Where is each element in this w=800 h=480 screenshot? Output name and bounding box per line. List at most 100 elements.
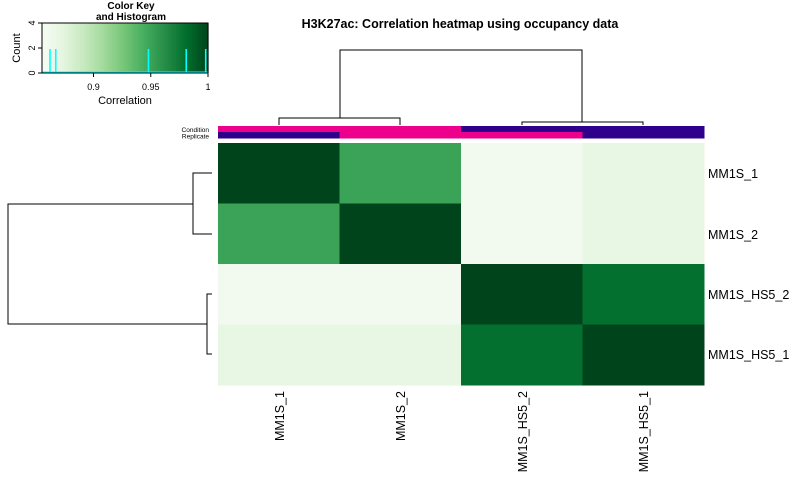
color-key-gradient-step bbox=[46, 23, 49, 73]
color-key-gradient-step bbox=[96, 23, 99, 73]
color-key-gradient-step bbox=[90, 23, 93, 73]
heatmap-cell bbox=[582, 324, 705, 386]
color-key-gradient-step bbox=[194, 23, 197, 73]
row-label: MM1S_1 bbox=[708, 167, 758, 181]
color-key-gradient-step bbox=[108, 23, 111, 73]
color-key-gradient-step bbox=[166, 23, 169, 73]
color-key-gradient-step bbox=[156, 23, 159, 73]
annotation-bars bbox=[218, 126, 705, 139]
color-key-gradient-step bbox=[196, 23, 199, 73]
color-key-gradient-step bbox=[202, 23, 205, 73]
color-key-gradient-step bbox=[198, 23, 201, 73]
color-key-gradient-step bbox=[170, 23, 173, 73]
color-key-gradient-step bbox=[180, 23, 183, 73]
heatmap-cell bbox=[339, 143, 462, 204]
color-key-gradient-step bbox=[66, 23, 69, 73]
color-key-gradient-step bbox=[42, 23, 45, 73]
color-key-gradient-step bbox=[162, 23, 165, 73]
color-key-gradient-step bbox=[186, 23, 189, 73]
color-key-gradient-step bbox=[122, 23, 125, 73]
row-label: MM1S_HS5_2 bbox=[708, 288, 789, 302]
color-key-gradient-step bbox=[164, 23, 167, 73]
color-key-y-tick-label: 2 bbox=[27, 45, 37, 50]
color-key-gradient-step bbox=[200, 23, 203, 73]
color-key-gradient-step bbox=[132, 23, 135, 73]
color-key-gradient-step bbox=[188, 23, 191, 73]
color-key-gradient-step bbox=[62, 23, 65, 73]
color-key-gradient-step bbox=[146, 23, 149, 73]
chart-title: H3K27ac: Correlation heatmap using occup… bbox=[302, 17, 620, 31]
heatmap-cell bbox=[461, 143, 583, 204]
color-key-gradient-step bbox=[130, 23, 133, 73]
column-label: MM1S_HS5_2 bbox=[516, 391, 530, 472]
color-key-gradient-step bbox=[58, 23, 61, 73]
color-key-gradient-step bbox=[126, 23, 129, 73]
color-key-gradient-step bbox=[80, 23, 83, 73]
condition-annotation-cell bbox=[461, 126, 583, 133]
column-labels: MM1S_1 MM1S_2 MM1S_HS5_2 MM1S_HS5_1 bbox=[273, 391, 651, 472]
color-key-gradient-step bbox=[70, 23, 73, 73]
color-key-axes: 0.9 0.95 1 0 2 4 bbox=[27, 20, 211, 92]
color-key-gradient-step bbox=[190, 23, 193, 73]
color-key-gradient-step bbox=[140, 23, 143, 73]
color-key-gradient-step bbox=[178, 23, 181, 73]
replicate-annotation-cell bbox=[582, 132, 705, 139]
color-key-gradient-step bbox=[116, 23, 119, 73]
color-key-gradient-step bbox=[176, 23, 179, 73]
color-key-histogram bbox=[42, 49, 208, 73]
color-key-gradient-step bbox=[86, 23, 89, 73]
replicate-annotation-cell bbox=[461, 132, 583, 139]
color-key-gradient-step bbox=[114, 23, 117, 73]
color-key-gradient-step bbox=[192, 23, 195, 73]
color-key-xlabel: Correlation bbox=[98, 95, 152, 107]
color-key-gradient-step bbox=[84, 23, 87, 73]
color-key-gradient-step bbox=[204, 23, 207, 73]
color-key-x-tick-label: 1 bbox=[205, 82, 210, 92]
color-key-gradient-step bbox=[56, 23, 59, 73]
color-key-ylabel: Count bbox=[11, 33, 23, 62]
color-key-gradient-step bbox=[144, 23, 147, 73]
color-key-gradient-step bbox=[52, 23, 55, 73]
replicate-annotation-cell bbox=[218, 132, 340, 139]
color-key-gradient-step bbox=[142, 23, 145, 73]
color-key-gradient-step bbox=[124, 23, 127, 73]
heatmap-cell bbox=[582, 264, 705, 325]
color-key-gradient-step bbox=[168, 23, 171, 73]
column-label: MM1S_1 bbox=[273, 391, 287, 441]
row-label: MM1S_HS5_1 bbox=[708, 348, 789, 362]
heatmap-cell bbox=[218, 264, 340, 325]
column-label: MM1S_2 bbox=[394, 391, 408, 441]
heatmap-cell bbox=[582, 143, 705, 204]
color-key-gradient-step bbox=[92, 23, 95, 73]
color-key-gradient-step bbox=[154, 23, 157, 73]
heatmap-cell bbox=[461, 264, 583, 325]
color-key-gradient-step bbox=[136, 23, 139, 73]
color-key-gradient-step bbox=[150, 23, 153, 73]
color-key-gradient-step bbox=[174, 23, 177, 73]
color-key-gradient-step bbox=[160, 23, 163, 73]
heatmap-cell bbox=[218, 324, 340, 386]
color-key-gradient-step bbox=[182, 23, 185, 73]
heatmap-cell bbox=[218, 143, 340, 204]
color-key-gradient-step bbox=[206, 23, 209, 73]
color-key-gradient-step bbox=[118, 23, 121, 73]
color-key-gradient-step bbox=[44, 23, 47, 73]
color-key-gradient-step bbox=[98, 23, 101, 73]
color-key-gradient-step bbox=[112, 23, 115, 73]
color-key-gradient-step bbox=[48, 23, 51, 73]
color-key-gradient-step bbox=[94, 23, 97, 73]
row-label: MM1S_2 bbox=[708, 228, 758, 242]
heatmap-cell bbox=[582, 203, 705, 265]
heatmap-cell bbox=[461, 203, 583, 265]
color-key-y-tick-label: 4 bbox=[27, 20, 37, 25]
color-key-gradient-step bbox=[134, 23, 137, 73]
column-label: MM1S_HS5_1 bbox=[637, 391, 651, 472]
color-key-gradient-step bbox=[72, 23, 75, 73]
replicate-annotation-cell bbox=[339, 132, 462, 139]
color-key-gradient-step bbox=[78, 23, 81, 73]
color-key-x-tick-label: 0.9 bbox=[87, 82, 100, 92]
color-key-x-tick-label: 0.95 bbox=[142, 82, 160, 92]
color-key-gradient-step bbox=[152, 23, 155, 73]
color-key: Color Key and Histogram 0.9 0.95 1 0 2 4 Corr… bbox=[11, 1, 211, 107]
